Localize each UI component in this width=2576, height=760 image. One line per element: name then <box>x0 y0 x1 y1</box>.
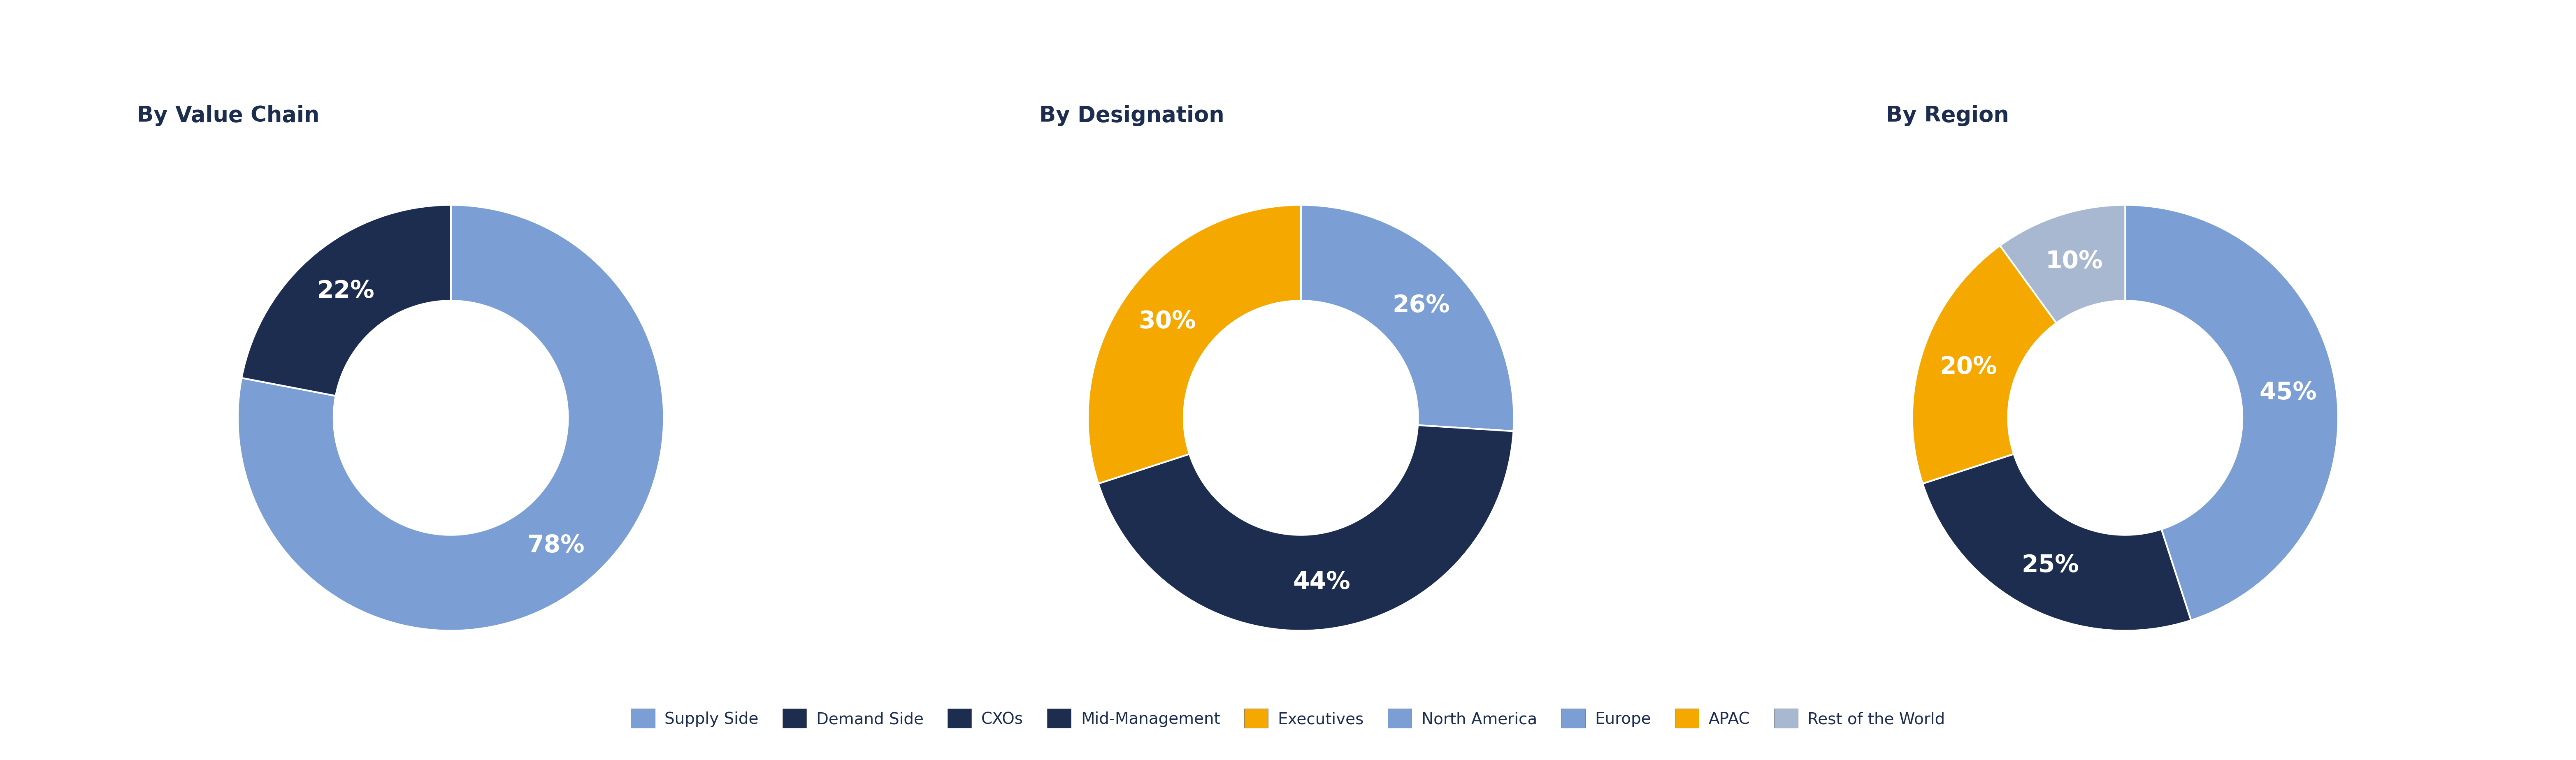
Text: 45%: 45% <box>2259 381 2316 404</box>
Text: 20%: 20% <box>1940 356 1996 378</box>
Wedge shape <box>2125 205 2339 620</box>
Text: Primary Sources: Primary Sources <box>1167 23 1409 49</box>
Text: 30%: 30% <box>1139 309 1195 333</box>
Text: 26%: 26% <box>1394 293 1450 317</box>
Text: 10%: 10% <box>2045 249 2102 273</box>
Wedge shape <box>1922 454 2192 631</box>
Text: By Region: By Region <box>1886 105 2009 126</box>
Wedge shape <box>1087 205 1301 484</box>
Text: By Value Chain: By Value Chain <box>137 105 319 126</box>
Text: 22%: 22% <box>317 279 374 302</box>
Text: 44%: 44% <box>1293 570 1350 594</box>
Text: 25%: 25% <box>2022 553 2079 577</box>
Wedge shape <box>1999 205 2125 323</box>
Wedge shape <box>1097 426 1515 631</box>
Wedge shape <box>242 205 451 396</box>
Wedge shape <box>1911 245 2056 484</box>
Legend: Supply Side, Demand Side, CXOs, Mid-Management, Executives, North America, Europ: Supply Side, Demand Side, CXOs, Mid-Mana… <box>623 701 1953 736</box>
Wedge shape <box>237 205 665 631</box>
Text: 78%: 78% <box>528 534 585 557</box>
Text: By Designation: By Designation <box>1041 105 1224 126</box>
Wedge shape <box>1301 205 1515 432</box>
